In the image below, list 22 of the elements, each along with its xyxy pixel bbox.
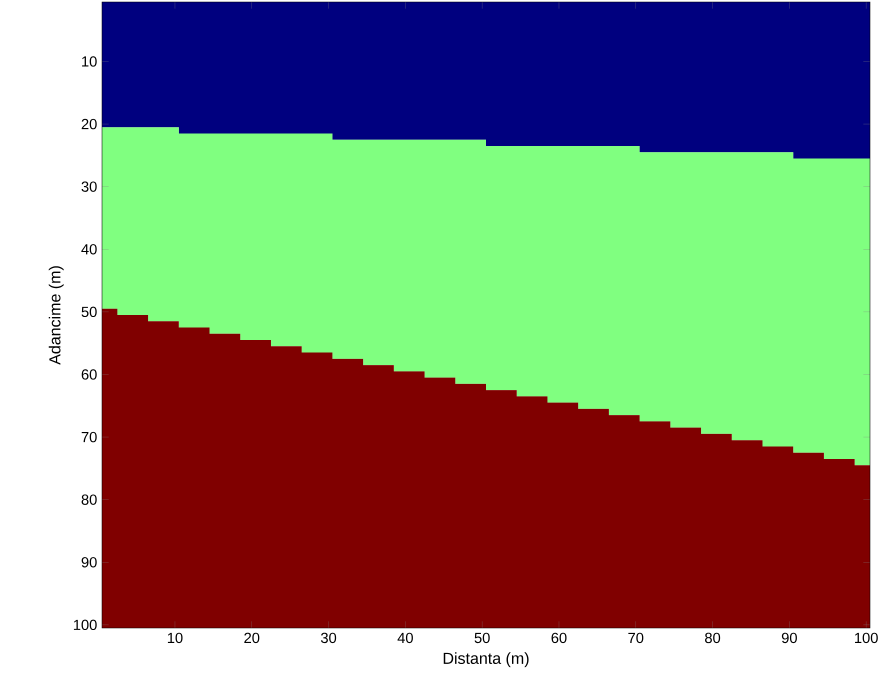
x-tick-label: 90 [782,632,797,644]
x-tick-label: 20 [244,632,260,644]
y-tick-label: 30 [82,181,97,192]
y-tick-label: 70 [82,432,97,442]
y-tick-label: 90 [82,557,97,568]
x-tick-label: 70 [628,632,644,644]
x-tick-label: 60 [552,632,567,644]
x-tick-label: 80 [705,632,720,644]
y-tick-label: 100 [74,620,97,630]
x-tick-label: 10 [168,632,183,644]
x-tick-label: 30 [320,632,336,644]
y-tick-label: 40 [81,244,97,254]
y-tick-label: 80 [82,494,97,505]
x-tick-label: 100 [855,632,878,644]
y-tick-label: 50 [82,306,97,318]
y-axis-title: Adancime (m) [48,266,64,365]
y-tick-label: 60 [82,369,97,380]
y-tick-label: 10 [82,56,97,67]
x-tick-label: 50 [474,632,490,644]
y-tick-label: 20 [82,118,97,130]
x-tick-label: 40 [398,632,413,644]
x-axis-title: Distanta (m) [444,652,529,668]
